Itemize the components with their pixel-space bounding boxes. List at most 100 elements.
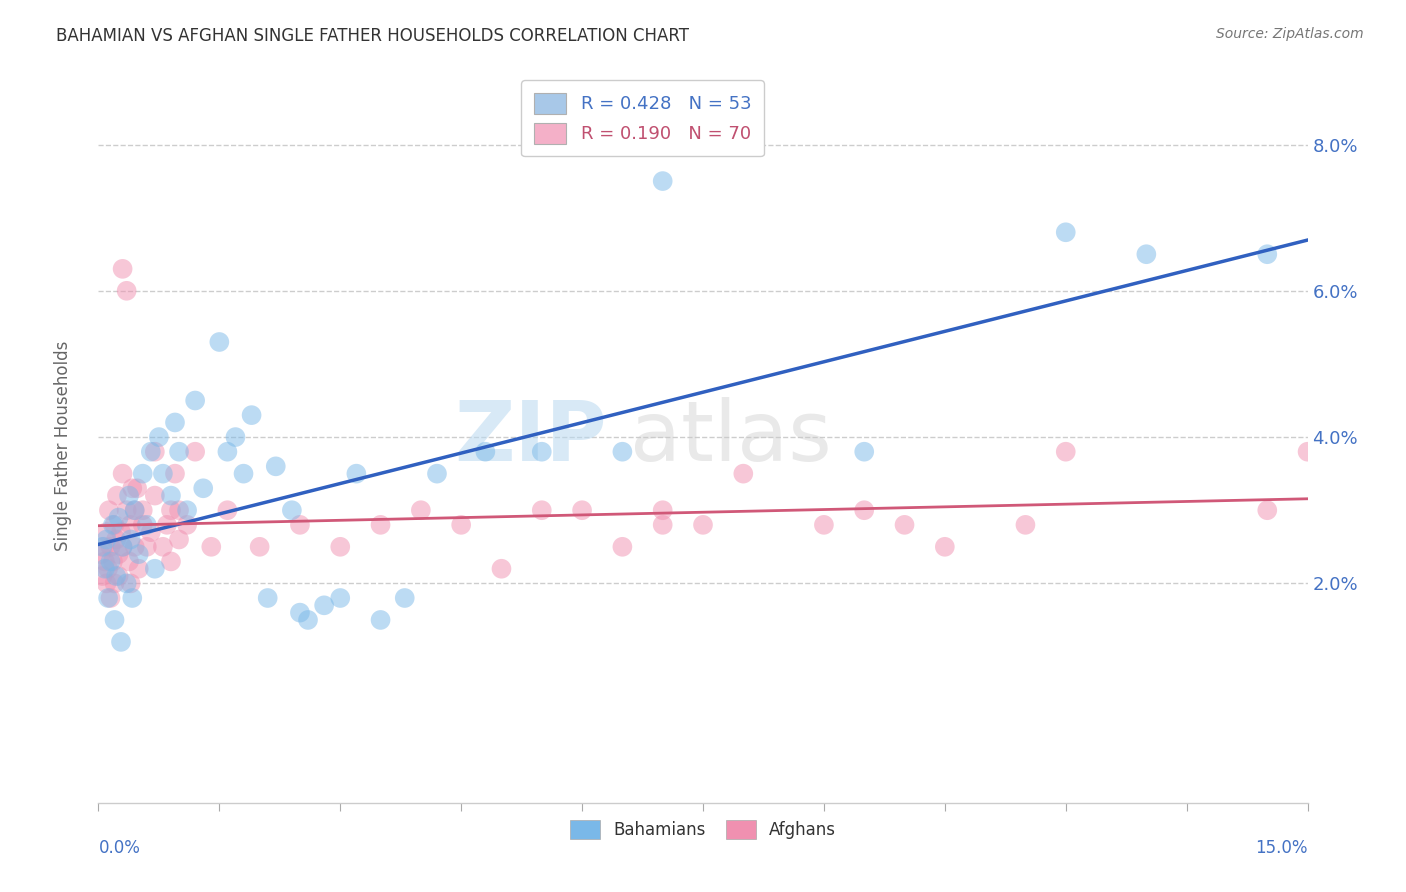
Point [152, 540, 174, 554]
Point [90, 547, 112, 561]
Point [1296, 444, 1319, 458]
Point [105, 569, 128, 583]
Point [208, 334, 231, 349]
Point [143, 562, 166, 576]
Point [111, 261, 134, 276]
Point [232, 467, 254, 481]
Point [115, 284, 138, 298]
Point [103, 576, 125, 591]
Point [184, 444, 207, 458]
Point [733, 467, 755, 481]
Point [97, 503, 120, 517]
Point [93, 540, 115, 554]
Text: 0.0%: 0.0% [98, 839, 141, 857]
Point [193, 481, 215, 495]
Point [651, 503, 673, 517]
Point [124, 503, 146, 517]
Point [163, 467, 186, 481]
Point [96, 576, 118, 591]
Point [156, 517, 179, 532]
Point [571, 503, 593, 517]
Point [160, 554, 183, 568]
Point [450, 517, 472, 532]
Point [118, 554, 141, 568]
Point [110, 525, 132, 540]
Point [96, 533, 118, 547]
Point [115, 503, 138, 517]
Point [91, 569, 114, 583]
Point [409, 503, 432, 517]
Point [105, 489, 128, 503]
Point [344, 467, 367, 481]
Point [813, 517, 835, 532]
Point [314, 599, 336, 613]
Point [176, 517, 198, 532]
Point [94, 562, 117, 576]
Text: BAHAMIAN VS AFGHAN SINGLE FATHER HOUSEHOLDS CORRELATION CHART: BAHAMIAN VS AFGHAN SINGLE FATHER HOUSEHO… [56, 27, 689, 45]
Point [107, 547, 129, 561]
Point [100, 591, 122, 605]
Point [651, 517, 673, 532]
Point [1135, 247, 1157, 261]
Point [121, 591, 143, 605]
Point [297, 613, 319, 627]
Legend: Bahamians, Afghans: Bahamians, Afghans [564, 814, 842, 846]
Point [530, 503, 553, 517]
Point [224, 430, 246, 444]
Point [612, 444, 634, 458]
Point [132, 503, 155, 517]
Point [853, 444, 876, 458]
Point [101, 517, 124, 532]
Point [96, 525, 118, 540]
Point [1054, 444, 1077, 458]
Point [143, 489, 166, 503]
Point [143, 444, 166, 458]
Point [249, 540, 271, 554]
Point [94, 554, 117, 568]
Point [651, 174, 673, 188]
Point [692, 517, 714, 532]
Point [120, 517, 142, 532]
Point [160, 489, 183, 503]
Point [118, 489, 141, 503]
Point [264, 459, 287, 474]
Point [120, 576, 142, 591]
Point [127, 481, 149, 495]
Text: Source: ZipAtlas.com: Source: ZipAtlas.com [1216, 27, 1364, 41]
Point [105, 533, 128, 547]
Point [1256, 247, 1278, 261]
Point [91, 540, 114, 554]
Text: ZIP: ZIP [454, 397, 606, 477]
Point [135, 517, 157, 532]
Point [240, 408, 263, 422]
Text: atlas: atlas [630, 397, 832, 477]
Point [100, 540, 122, 554]
Point [132, 467, 155, 481]
Point [135, 540, 157, 554]
Point [128, 547, 150, 561]
Point [139, 444, 162, 458]
Point [111, 540, 134, 554]
Point [370, 517, 392, 532]
Point [163, 416, 186, 430]
Point [167, 503, 190, 517]
Point [97, 591, 120, 605]
Point [176, 503, 198, 517]
Text: 15.0%: 15.0% [1256, 839, 1308, 857]
Point [111, 467, 134, 481]
Point [100, 554, 122, 568]
Point [281, 503, 304, 517]
Point [167, 533, 190, 547]
Point [167, 444, 190, 458]
Point [115, 576, 138, 591]
Point [256, 591, 278, 605]
Point [124, 540, 146, 554]
Point [530, 444, 553, 458]
Point [612, 540, 634, 554]
Point [217, 444, 239, 458]
Point [288, 606, 311, 620]
Point [1014, 517, 1036, 532]
Point [329, 540, 352, 554]
Point [103, 613, 125, 627]
Point [160, 503, 183, 517]
